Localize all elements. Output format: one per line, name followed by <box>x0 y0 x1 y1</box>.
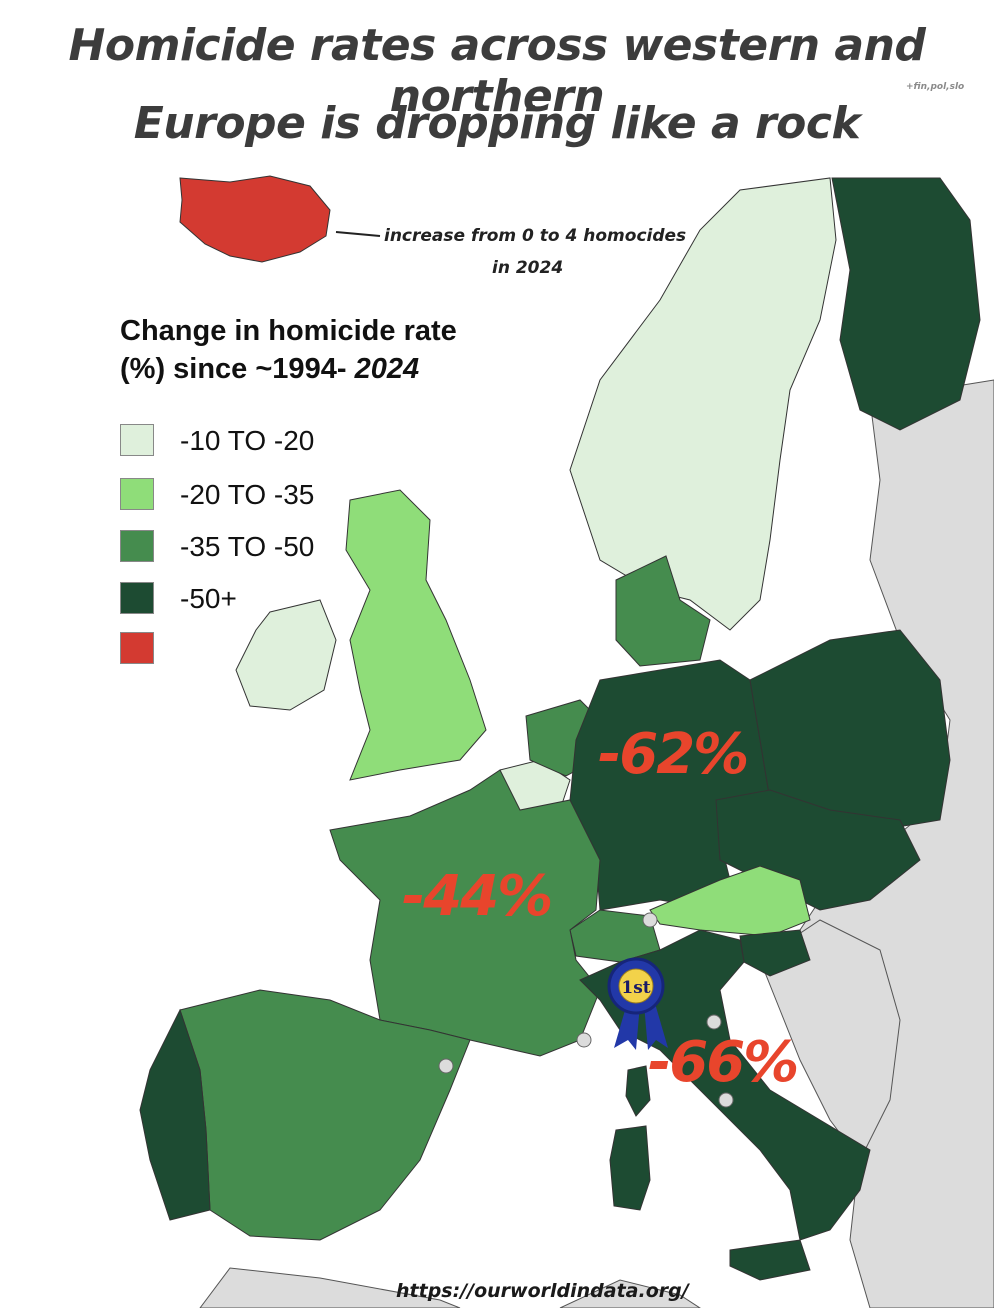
title-line-2: Europe is dropping like a rock <box>133 98 861 149</box>
legend-label: -10 TO -20 <box>180 425 315 456</box>
legend-title-prefix: (%) since ~1994 <box>120 353 337 385</box>
iceland <box>179 175 331 263</box>
sardinia <box>609 1125 651 1211</box>
sicily <box>729 1239 811 1281</box>
first-place-ribbon: 1st <box>607 957 668 1050</box>
monaco-marker <box>576 1032 592 1048</box>
italy-change-label: -66% <box>648 1030 799 1095</box>
legend-label: -20 TO -35 <box>180 479 315 510</box>
africa-land-east <box>559 1279 701 1308</box>
france-change-label: -44% <box>402 864 553 929</box>
great-britain <box>345 489 487 781</box>
iceland-note-line-2: in 2024 <box>492 258 564 278</box>
ireland <box>235 599 337 711</box>
legend-title-line-2: (%) since ~1994- 2024 <box>120 350 457 388</box>
ribbon-center <box>618 968 654 1004</box>
portugal <box>139 1008 211 1221</box>
legend-swatch <box>120 582 154 614</box>
poland <box>749 629 951 831</box>
iceland-pointer-line <box>335 231 381 237</box>
corsica <box>625 1065 651 1117</box>
legend-swatch <box>120 424 154 456</box>
iceland-note-line-1: increase from 0 to 4 homocides <box>384 226 687 246</box>
legend: Change in homicide rate (%) since ~1994-… <box>120 312 457 664</box>
legend-label: -35 TO -50 <box>180 531 315 562</box>
finland <box>831 177 981 431</box>
legend-title-mark: - <box>336 353 347 385</box>
germany-change-label: -62% <box>598 722 749 787</box>
france <box>329 769 601 1057</box>
legend-swatch <box>120 478 154 510</box>
legend-swatch <box>120 530 154 562</box>
legend-swatch <box>120 632 154 664</box>
source-link[interactable]: https://ourworldindata.org/ <box>396 1280 689 1302</box>
norway-sweden <box>569 177 837 631</box>
legend-title: Change in homicide rate (%) since ~1994-… <box>120 312 457 388</box>
legend-label: -50+ <box>180 583 237 614</box>
title-line-1: Homicide rates across western and northe… <box>68 20 926 122</box>
vatican-marker <box>718 1092 734 1108</box>
balkans-land <box>759 919 901 1161</box>
andorra-marker <box>438 1058 454 1074</box>
san-marino-marker <box>706 1014 722 1030</box>
africa-land <box>199 1267 461 1308</box>
europe-map: 1st <box>139 175 994 1308</box>
austria <box>649 865 811 937</box>
legend-title-year: 2024 <box>354 353 420 385</box>
liechtenstein-marker <box>642 912 658 928</box>
microstate-markers <box>438 912 734 1108</box>
other-land <box>199 379 994 1308</box>
ribbon-tail-right <box>644 1000 668 1050</box>
legend-title-line-1: Change in homicide rate <box>120 315 457 347</box>
title-note: +fin,pol,slo <box>906 82 965 92</box>
ribbon-text: 1st <box>621 978 650 998</box>
denmark <box>615 555 711 667</box>
